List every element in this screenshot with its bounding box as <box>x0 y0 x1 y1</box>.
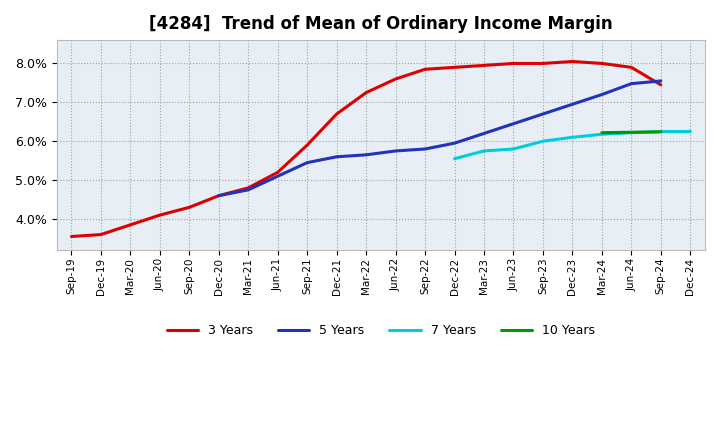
3 Years <box>215 193 223 198</box>
Line: 7 Years: 7 Years <box>454 132 690 159</box>
Title: [4284]  Trend of Mean of Ordinary Income Margin: [4284] Trend of Mean of Ordinary Income … <box>149 15 613 33</box>
Line: 3 Years: 3 Years <box>71 62 661 236</box>
3 Years <box>420 66 429 72</box>
Line: 5 Years: 5 Years <box>219 81 661 196</box>
3 Years <box>333 111 341 117</box>
7 Years <box>568 135 577 140</box>
3 Years <box>126 222 135 227</box>
5 Years <box>568 102 577 107</box>
5 Years <box>450 140 459 146</box>
3 Years <box>509 61 518 66</box>
7 Years <box>686 129 695 134</box>
3 Years <box>244 185 253 191</box>
3 Years <box>96 232 105 237</box>
7 Years <box>539 139 547 144</box>
5 Years <box>539 111 547 117</box>
10 Years <box>627 130 636 135</box>
5 Years <box>627 81 636 86</box>
3 Years <box>391 77 400 82</box>
3 Years <box>362 90 371 95</box>
3 Years <box>450 65 459 70</box>
3 Years <box>657 82 665 88</box>
3 Years <box>598 61 606 66</box>
5 Years <box>657 78 665 84</box>
7 Years <box>627 130 636 136</box>
3 Years <box>274 170 282 175</box>
7 Years <box>657 129 665 134</box>
3 Years <box>185 205 194 210</box>
5 Years <box>274 174 282 179</box>
3 Years <box>303 143 312 148</box>
5 Years <box>362 152 371 158</box>
7 Years <box>509 147 518 152</box>
3 Years <box>539 61 547 66</box>
5 Years <box>391 148 400 154</box>
5 Years <box>509 121 518 126</box>
5 Years <box>303 160 312 165</box>
5 Years <box>215 193 223 198</box>
7 Years <box>450 156 459 161</box>
10 Years <box>657 129 665 135</box>
5 Years <box>333 154 341 159</box>
5 Years <box>480 131 488 136</box>
Legend: 3 Years, 5 Years, 7 Years, 10 Years: 3 Years, 5 Years, 7 Years, 10 Years <box>162 319 600 342</box>
5 Years <box>244 187 253 192</box>
5 Years <box>598 92 606 97</box>
7 Years <box>598 132 606 137</box>
10 Years <box>598 130 606 136</box>
3 Years <box>480 63 488 68</box>
7 Years <box>480 148 488 154</box>
3 Years <box>627 65 636 70</box>
3 Years <box>67 234 76 239</box>
Line: 10 Years: 10 Years <box>602 132 661 133</box>
3 Years <box>156 213 164 218</box>
5 Years <box>420 147 429 152</box>
3 Years <box>568 59 577 64</box>
